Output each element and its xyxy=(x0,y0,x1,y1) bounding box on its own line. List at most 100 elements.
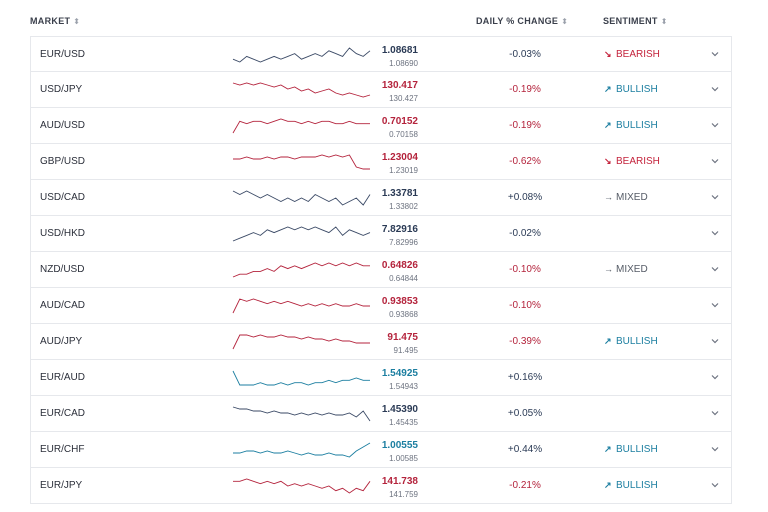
arrow-up-right-icon: ↗ xyxy=(604,480,612,490)
market-pair[interactable]: NZD/USD xyxy=(40,264,85,275)
chevron-down-icon[interactable] xyxy=(709,371,721,383)
sparkline-series xyxy=(232,82,371,98)
sentiment-badge: ↘ BEARISH xyxy=(604,49,660,60)
sentiment-badge: ↗ BULLISH xyxy=(604,480,658,491)
market-pair[interactable]: AUD/CAD xyxy=(40,300,86,311)
chevron-down-icon[interactable] xyxy=(709,407,721,419)
header-sentiment[interactable]: SENTIMENT ⬍ xyxy=(603,16,668,26)
sparkline-chart xyxy=(232,118,370,134)
chevron-down-icon[interactable] xyxy=(709,263,721,275)
previous-price: 1.08690 xyxy=(389,59,418,68)
sparkline-series xyxy=(232,334,370,350)
market-pair[interactable]: AUD/USD xyxy=(40,120,86,131)
previous-price: 0.64844 xyxy=(389,274,418,283)
table-row[interactable]: AUD/CAD 0.93853 0.93868 -0.10% xyxy=(31,288,731,324)
table-row[interactable]: NZD/USD 0.64826 0.64844 -0.10% → MIXED xyxy=(31,252,731,288)
sparkline-chart xyxy=(232,47,371,63)
chevron-down-icon[interactable] xyxy=(709,83,721,95)
sentiment-badge: → MIXED xyxy=(604,192,648,203)
sparkline-chart xyxy=(232,406,371,422)
sentiment-label: BULLISH xyxy=(616,120,658,131)
daily-change: +0.16% xyxy=(507,372,543,383)
sort-icon[interactable]: ⬍ xyxy=(561,17,569,26)
market-pair[interactable]: EUR/JPY xyxy=(40,480,83,491)
chevron-down-icon[interactable] xyxy=(709,299,721,311)
sort-icon[interactable]: ⬍ xyxy=(660,17,668,26)
previous-price: 1.00585 xyxy=(389,454,418,463)
current-price: 1.33781 xyxy=(381,188,418,199)
current-price: 1.00555 xyxy=(381,440,418,451)
sparkline-series xyxy=(233,478,371,494)
header-market[interactable]: MARKET ⬍ xyxy=(30,16,81,26)
current-price: 7.82916 xyxy=(381,224,418,235)
previous-price: 130.427 xyxy=(389,94,418,103)
chevron-down-icon[interactable] xyxy=(709,479,721,491)
sparkline-chart xyxy=(232,298,370,314)
table-row[interactable]: EUR/USD 1.08681 1.08690 -0.03% ↘ BEARISH xyxy=(31,36,731,72)
sentiment-label: MIXED xyxy=(616,264,648,275)
sparkline-chart xyxy=(232,262,370,278)
table-row[interactable]: GBP/USD 1.23004 1.23019 -0.62% ↘ BEARISH xyxy=(31,144,731,180)
previous-price: 7.82996 xyxy=(389,238,418,247)
previous-price: 1.33802 xyxy=(389,202,418,211)
header-daily-change[interactable]: DAILY % CHANGE ⬍ xyxy=(476,16,569,26)
table-row[interactable]: EUR/CAD 1.45390 1.45435 +0.05% xyxy=(31,396,731,432)
table-row[interactable]: EUR/JPY 141.738 141.759 -0.21% ↗ BULLISH xyxy=(31,468,731,504)
chevron-down-icon[interactable] xyxy=(709,227,721,239)
table-row[interactable]: EUR/AUD 1.54925 1.54943 +0.16% xyxy=(31,360,731,396)
daily-change: -0.21% xyxy=(509,480,541,491)
chevron-down-icon[interactable] xyxy=(709,155,721,167)
current-price: 1.45390 xyxy=(381,404,418,415)
chevron-down-icon[interactable] xyxy=(709,191,721,203)
sparkline-series xyxy=(232,226,371,242)
table-row[interactable]: AUD/JPY 91.475 91.495 -0.39% ↗ BULLISH xyxy=(31,324,731,360)
current-price: 0.93853 xyxy=(381,296,418,307)
daily-change: -0.02% xyxy=(509,228,541,239)
table-row[interactable]: USD/HKD 7.82916 7.82996 -0.02% xyxy=(31,216,731,252)
previous-price: 1.54943 xyxy=(389,382,418,391)
sparkline-series xyxy=(233,442,371,458)
sparkline-chart xyxy=(232,334,370,350)
chevron-down-icon[interactable] xyxy=(709,48,721,60)
table-header: MARKET ⬍ DAILY % CHANGE ⬍ SENTIMENT ⬍ xyxy=(0,0,768,36)
sentiment-label: BULLISH xyxy=(616,84,658,95)
arrow-down-right-icon: ↘ xyxy=(604,156,612,166)
chevron-down-icon[interactable] xyxy=(709,119,721,131)
market-pair[interactable]: USD/CAD xyxy=(40,192,86,203)
sentiment-label: BULLISH xyxy=(616,480,658,491)
previous-price: 91.495 xyxy=(393,346,418,355)
market-pair[interactable]: GBP/USD xyxy=(40,156,86,167)
table-row[interactable]: USD/CAD 1.33781 1.33802 +0.08% → MIXED xyxy=(31,180,731,216)
arrow-up-right-icon: ↗ xyxy=(604,444,612,454)
sparkline-chart xyxy=(233,478,371,494)
current-price: 1.54925 xyxy=(381,368,418,379)
chevron-down-icon[interactable] xyxy=(709,443,721,455)
sentiment-badge: ↗ BULLISH xyxy=(604,336,658,347)
table-row[interactable]: EUR/CHF 1.00555 1.00585 +0.44% ↗ BULLISH xyxy=(31,432,731,468)
current-price: 91.475 xyxy=(387,332,418,343)
sparkline-series xyxy=(233,154,370,170)
table-row[interactable]: USD/JPY 130.417 130.427 -0.19% ↗ BULLISH xyxy=(31,72,731,108)
market-pair[interactable]: AUD/JPY xyxy=(40,336,83,347)
market-pair[interactable]: EUR/CHF xyxy=(40,444,85,455)
market-pair[interactable]: USD/HKD xyxy=(40,228,86,239)
current-price: 0.70152 xyxy=(381,116,418,127)
arrow-right-icon: → xyxy=(604,264,613,274)
table-row[interactable]: AUD/USD 0.70152 0.70158 -0.19% ↗ BULLISH xyxy=(31,108,731,144)
sentiment-label: MIXED xyxy=(616,192,648,203)
market-pair[interactable]: EUR/AUD xyxy=(40,372,86,383)
sort-icon[interactable]: ⬍ xyxy=(73,17,81,26)
sentiment-label: BEARISH xyxy=(616,156,660,167)
sentiment-label: BEARISH xyxy=(616,49,660,60)
chevron-down-icon[interactable] xyxy=(709,335,721,347)
market-pair[interactable]: USD/JPY xyxy=(40,84,83,95)
sparkline-chart xyxy=(232,82,371,98)
sentiment-badge: ↘ BEARISH xyxy=(604,156,660,167)
market-pair[interactable]: EUR/CAD xyxy=(40,408,86,419)
current-price: 141.738 xyxy=(381,476,418,487)
daily-change: +0.05% xyxy=(507,408,543,419)
daily-change: -0.10% xyxy=(509,264,541,275)
previous-price: 0.70158 xyxy=(389,130,418,139)
market-pair[interactable]: EUR/USD xyxy=(40,49,86,60)
